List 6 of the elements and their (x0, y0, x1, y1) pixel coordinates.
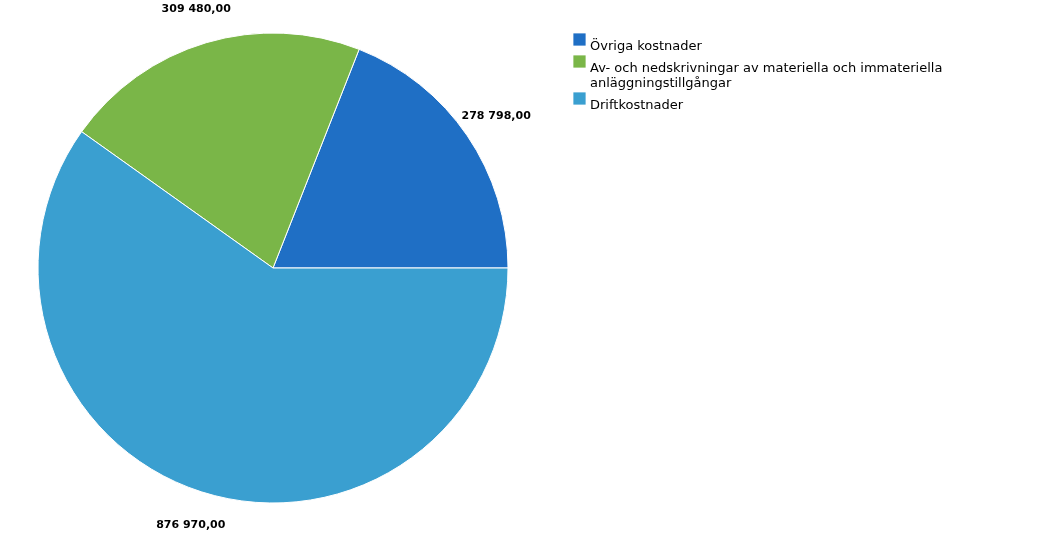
data-label: 876 970,00 (156, 518, 226, 532)
legend-label: Övriga kostnader (590, 36, 703, 53)
data-label: 309 480,00 (161, 2, 232, 16)
data-label: 278 798,00 (461, 109, 532, 123)
legend-label: Driftkostnader (590, 96, 684, 112)
legend-label: Av- och nedskrivningar av materiella och immateriella anläggningstillgångar (590, 59, 943, 90)
